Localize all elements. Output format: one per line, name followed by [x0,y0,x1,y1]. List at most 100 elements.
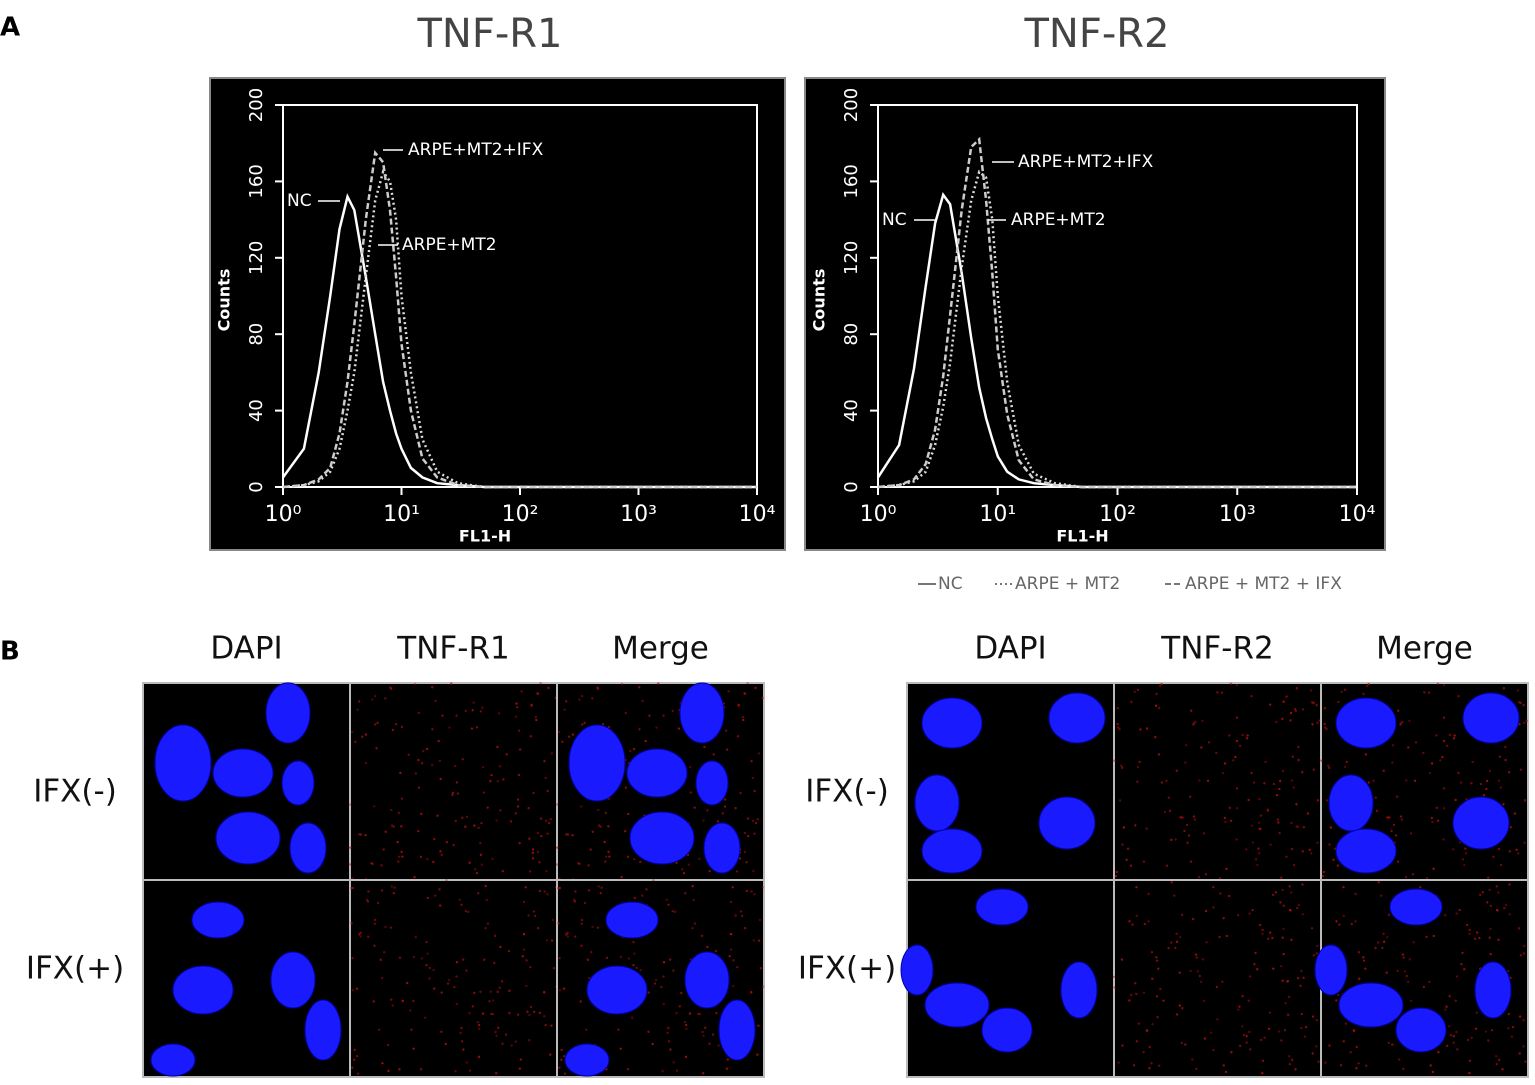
red-signal [393,886,396,889]
red-signal [519,1058,522,1061]
red-signal [1301,913,1304,916]
red-signal [712,753,715,756]
red-signal [1155,956,1158,959]
red-signal [1504,903,1508,907]
red-signal [526,1010,529,1013]
red-signal [440,853,443,856]
y-tick-label: 80 [841,323,862,346]
red-signal [1517,852,1520,855]
red-signal [1216,691,1219,694]
red-signal [1523,721,1526,725]
red-signal [455,781,459,784]
red-signal [1443,913,1447,917]
red-signal [1257,847,1260,850]
red-signal [1456,1048,1459,1051]
red-signal [461,816,464,820]
red-signal [583,721,586,725]
red-signal [672,969,675,972]
red-signal [1355,1067,1358,1070]
red-signal [1250,771,1253,775]
red-signal [389,926,393,929]
red-signal [472,701,475,704]
red-signal [1184,1043,1187,1046]
red-signal [531,851,535,854]
red-signal [1263,782,1266,785]
red-signal [662,975,665,978]
red-signal [1430,816,1434,820]
nucleus [568,724,626,802]
red-signal [1203,1037,1207,1040]
red-signal [1454,999,1457,1002]
red-signal [1135,914,1138,918]
red-signal [757,752,761,755]
nucleus [1335,828,1397,874]
red-signal [1286,980,1290,983]
red-signal [1206,779,1210,782]
red-signal [1130,700,1133,704]
nucleus [1338,982,1404,1028]
red-signal [1409,832,1413,835]
red-signal [533,914,537,918]
red-signal [1148,1045,1151,1049]
red-signal [1518,1052,1521,1055]
red-signal [1484,1030,1488,1033]
red-signal [549,1053,552,1056]
red-signal [633,857,636,861]
nucleus [679,682,725,744]
red-signal [1306,812,1310,815]
red-signal [474,868,477,871]
red-signal [1150,1062,1153,1065]
red-signal [433,987,436,990]
red-signal [1387,1041,1390,1045]
red-signal [1126,847,1130,850]
red-signal [1242,1033,1246,1037]
red-signal [1145,827,1148,830]
red-signal [1458,908,1461,912]
red-signal [514,1040,518,1043]
red-signal [547,686,550,690]
red-signal [1274,720,1278,724]
red-signal [1497,847,1501,851]
red-signal [532,791,535,795]
red-signal [445,879,448,882]
red-signal [571,733,575,736]
red-signal [700,934,704,938]
red-signal [1475,1011,1479,1014]
red-signal [489,779,492,783]
histogram-line [282,149,757,489]
red-signal [550,752,554,755]
legend-label: NC [938,574,963,594]
red-signal [476,1020,480,1024]
red-signal [1474,1027,1478,1030]
red-signal [364,761,368,765]
red-signal [1522,1019,1525,1022]
red-signal [738,857,742,860]
red-signal [384,925,387,929]
red-signal [502,778,505,781]
red-signal [1155,959,1159,962]
red-signal [392,825,395,828]
red-signal [536,692,539,695]
red-signal [1301,883,1304,886]
red-signal [564,700,568,703]
red-signal [751,819,755,823]
red-signal [1245,1034,1248,1038]
red-signal [1247,999,1250,1002]
red-signal [728,954,731,958]
red-signal [355,987,359,990]
red-signal [412,999,415,1003]
red-signal [1165,779,1168,783]
red-signal [1113,759,1116,762]
red-signal [732,959,735,962]
red-signal [544,776,547,780]
red-signal [1343,765,1347,769]
red-signal [563,708,566,711]
nucleus [586,965,648,1015]
red-signal [1382,940,1386,944]
red-signal [1380,894,1383,897]
red-signal [1222,1064,1225,1067]
red-signal [437,739,440,743]
red-signal [1229,682,1233,685]
red-signal [1315,703,1318,707]
red-signal [1235,716,1239,719]
